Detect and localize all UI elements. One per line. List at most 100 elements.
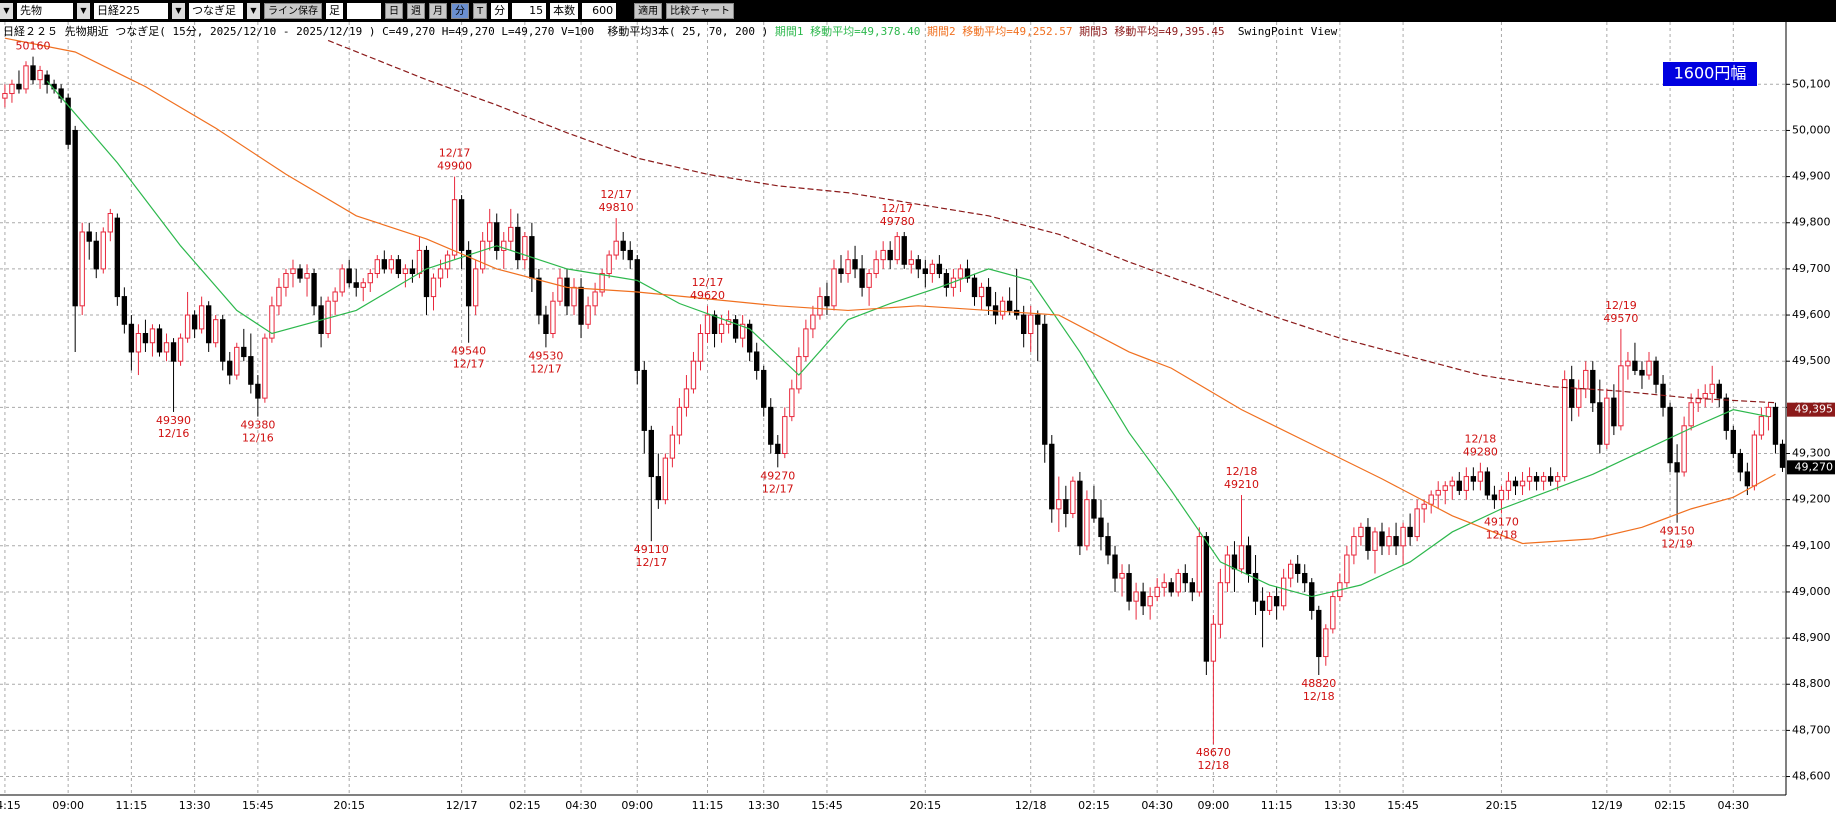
candle-body	[1632, 360, 1638, 371]
period-button[interactable]: 日	[385, 3, 403, 19]
candle-body	[472, 268, 479, 307]
candle-body	[515, 226, 521, 261]
candle-body	[1702, 393, 1708, 399]
candle-body	[1105, 536, 1111, 556]
candle-body	[1667, 406, 1673, 464]
candle-body	[866, 273, 872, 288]
dropdown[interactable]: ▼	[77, 3, 90, 19]
swing-date: 12/16	[158, 427, 190, 440]
dropdown[interactable]: ▼	[247, 3, 260, 19]
swing-value: 49270	[760, 469, 795, 482]
candle-body	[423, 249, 430, 298]
apply-button[interactable]: 適用	[634, 3, 663, 19]
candle-body	[149, 328, 156, 344]
candle-body	[803, 328, 809, 358]
period-button[interactable]: 分	[451, 3, 469, 19]
count-input[interactable]: 600	[582, 3, 617, 19]
candle-body	[79, 231, 85, 307]
x-tick-label: 12/17	[446, 799, 478, 812]
candle-body	[1428, 494, 1434, 505]
swing-date: 12/17	[635, 556, 667, 569]
period-button[interactable]: 週	[407, 3, 425, 19]
menu-button[interactable]: ▼	[0, 3, 13, 19]
candle-body	[241, 346, 247, 358]
compare-button[interactable]: 比較チャート	[666, 3, 735, 19]
period-button[interactable]: T	[473, 3, 488, 19]
candle-body	[1259, 600, 1266, 611]
candle-body	[641, 369, 647, 431]
market-select[interactable]: 先物	[17, 3, 73, 19]
bar-input[interactable]	[347, 3, 381, 19]
candle-body	[1604, 397, 1610, 445]
y-tick-label: 49,000	[1792, 585, 1831, 598]
range-badge	[1663, 62, 1757, 86]
candle-body	[1344, 554, 1350, 584]
y-tick-label: 49,200	[1792, 493, 1831, 506]
candle-body	[1386, 536, 1392, 547]
swing-date: 12/18	[1303, 690, 1335, 703]
candle-body	[430, 277, 437, 298]
info-ma1: 期間1 移動平均=49,378.40	[774, 25, 921, 38]
y-tick-label: 50,100	[1792, 77, 1831, 90]
unit-label: 分	[491, 3, 509, 19]
candle-body	[381, 259, 387, 270]
candle-body	[1751, 434, 1758, 487]
candle-body	[1210, 623, 1217, 662]
x-tick-label: 02:15	[509, 799, 541, 812]
candle-body	[1421, 503, 1427, 510]
candle-body	[592, 291, 598, 307]
candle-body	[634, 259, 640, 371]
candle-body	[1618, 365, 1624, 427]
candle-body	[494, 222, 500, 251]
candle-body	[465, 249, 472, 307]
symbol-select[interactable]: 日経225	[94, 3, 168, 19]
dropdown[interactable]: ▼	[172, 3, 185, 19]
save-button[interactable]: ライン保存	[264, 3, 322, 19]
swing-date: 12/16	[242, 432, 274, 445]
candle-body	[1456, 480, 1462, 491]
candle-body	[353, 282, 359, 288]
candle-body	[367, 273, 373, 284]
x-tick-label: 11:15	[692, 799, 724, 812]
interval-input[interactable]: 15	[512, 3, 547, 19]
candle-body	[1533, 476, 1540, 482]
candle-body	[1238, 545, 1245, 570]
candle-body	[859, 268, 865, 288]
y-tick-label: 48,900	[1792, 631, 1831, 644]
swing-value: 50160	[16, 40, 51, 53]
candle-body	[480, 240, 486, 270]
mode-select[interactable]: つなぎ足	[189, 3, 243, 19]
candle-body	[1365, 526, 1371, 551]
candle-body	[213, 319, 219, 344]
candle-body	[887, 249, 893, 261]
candle-body	[761, 369, 767, 408]
x-tick-label: 20:15	[333, 799, 365, 812]
candle-body	[135, 333, 142, 353]
info-ma2: 期間2 移動平均=49,252.57	[927, 25, 1073, 38]
y-tick-label: 49,800	[1792, 216, 1831, 229]
moving-average-line	[46, 80, 1769, 598]
candle-body	[1379, 531, 1385, 547]
candle-body	[1554, 476, 1561, 482]
candle-body	[1498, 489, 1505, 501]
candle-body	[1477, 471, 1484, 482]
info-main: 日経２２５ 先物期近 つなぎ足( 15分, 2025/12/10 - 2025/…	[3, 25, 769, 38]
candle-body	[754, 351, 760, 371]
swing-value: 48820	[1301, 677, 1336, 690]
x-tick-label: 04:30	[565, 799, 597, 812]
candle-body	[86, 231, 92, 242]
info-view: SwingPoint View	[1237, 25, 1338, 38]
candle-body	[985, 286, 992, 307]
candle-body	[873, 259, 879, 275]
candle-body	[451, 199, 458, 256]
swing-date: 12/17	[600, 188, 632, 201]
swing-value: 49900	[437, 160, 472, 173]
candle-body	[1442, 485, 1448, 491]
period-button[interactable]: 月	[429, 3, 447, 19]
candle-body	[929, 263, 936, 275]
candle-body	[402, 268, 409, 275]
candle-body	[922, 268, 928, 275]
candle-body	[1393, 536, 1399, 547]
x-tick-label: 11:15	[1261, 799, 1293, 812]
